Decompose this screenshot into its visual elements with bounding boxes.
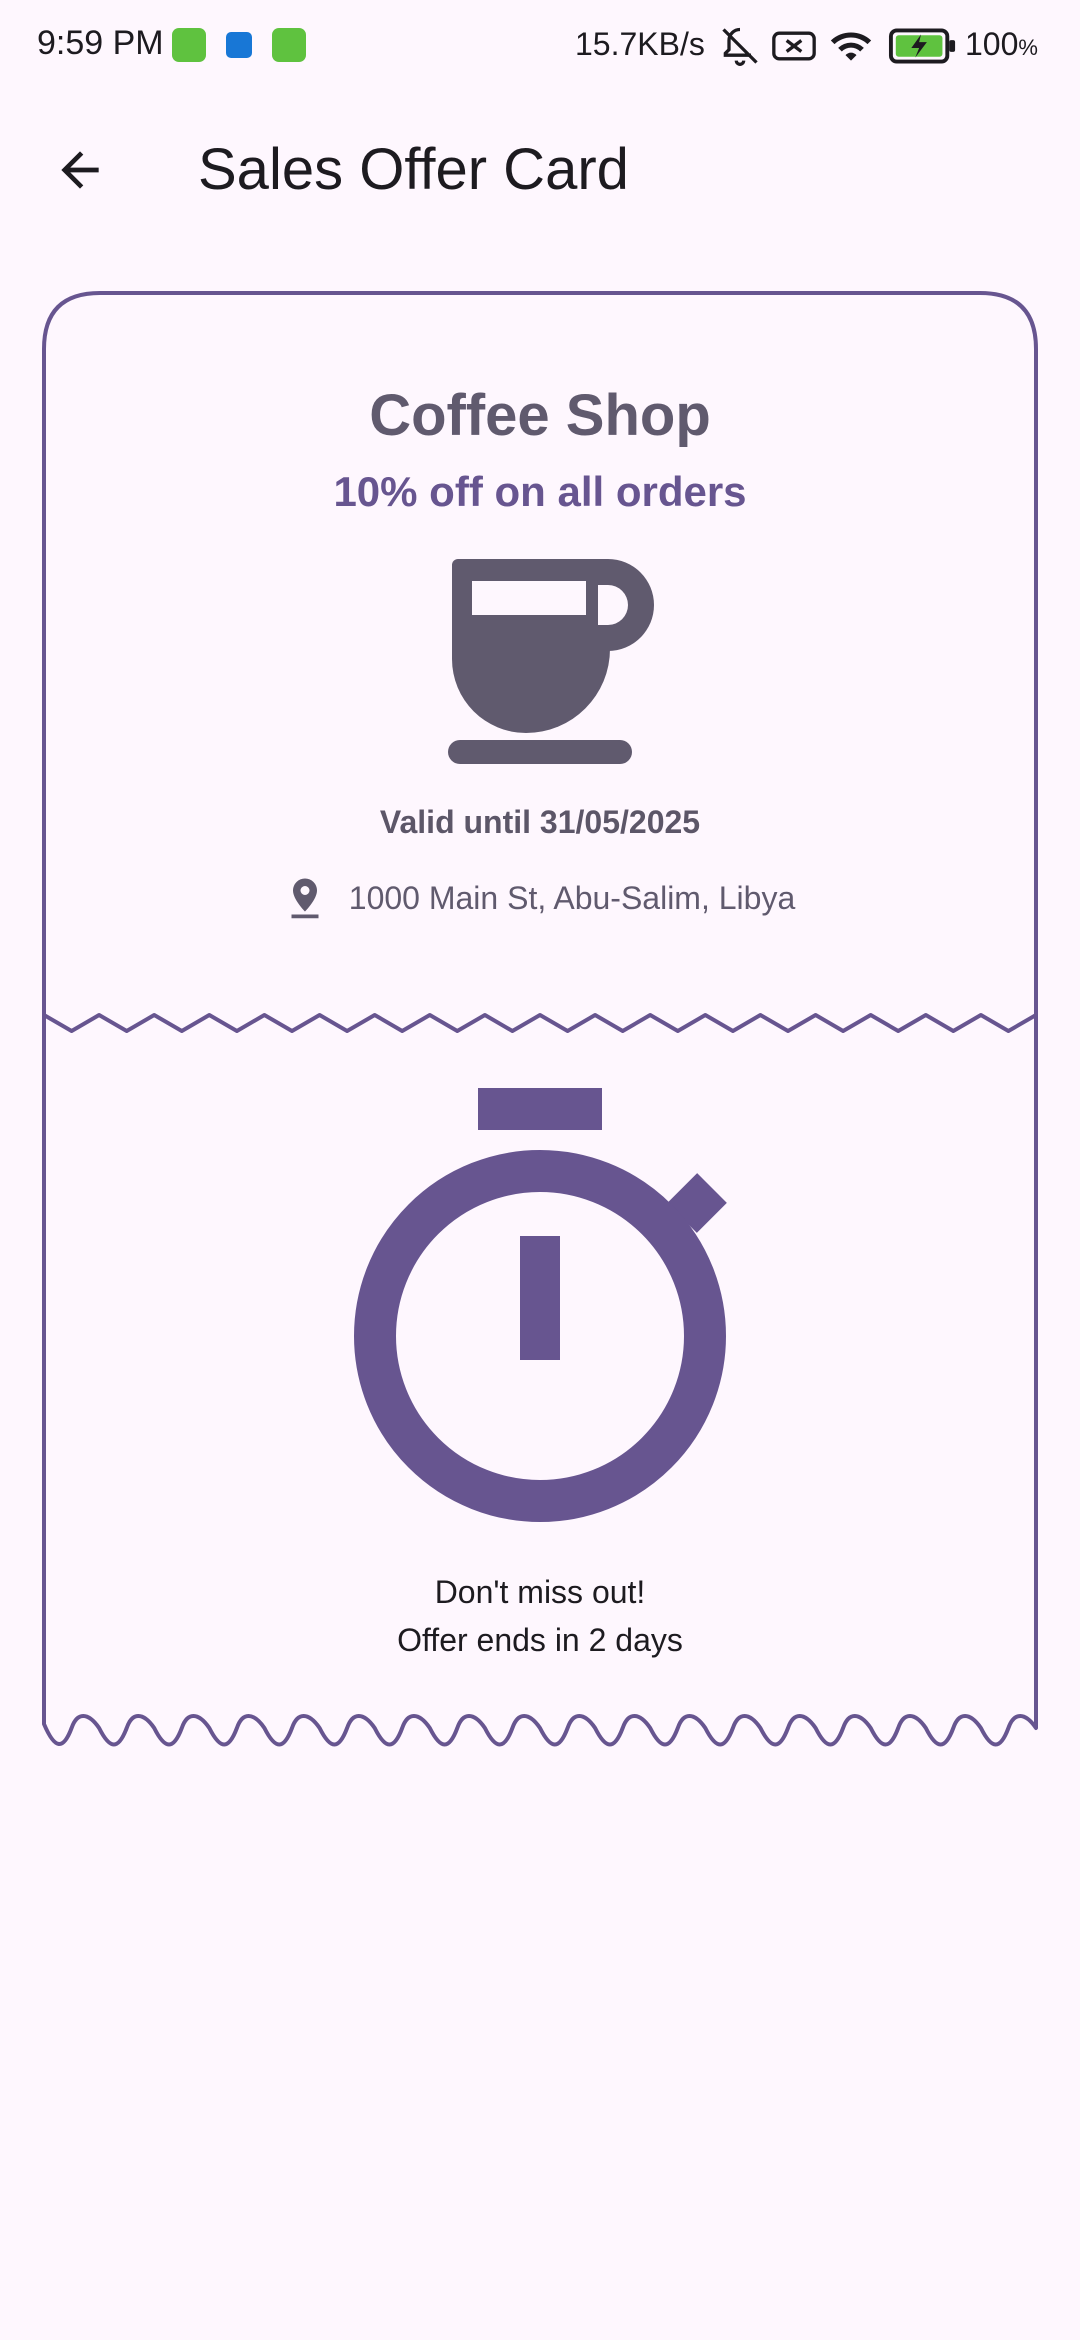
wifi-icon [830, 32, 872, 61]
cat-app-icon [272, 28, 306, 62]
stopwatch-icon [354, 1088, 727, 1522]
address-row: 1000 Main St, Abu-Salim, Libya [0, 876, 1080, 920]
urgency-line-2: Offer ends in 2 days [397, 1622, 683, 1658]
location-pin-icon [285, 876, 325, 920]
network-speed: 15.7KB/s [575, 26, 705, 62]
outlook-icon [226, 32, 252, 58]
back-button[interactable] [40, 130, 120, 210]
address-text: 1000 Main St, Abu-Salim, Libya [348, 879, 796, 916]
shop-name: Coffee Shop [369, 383, 711, 448]
status-time: 9:59 PM [37, 24, 164, 62]
battery-level: 100% [965, 26, 1038, 62]
coffee-cup-icon [448, 559, 654, 764]
cat-app-icon [172, 28, 206, 62]
valid-until-text: Valid until 31/05/2025 [379, 804, 701, 840]
app-bar: Sales Offer Card [0, 100, 1080, 240]
offer-text: 10% off on all orders [333, 468, 747, 515]
sim-x-icon [772, 31, 816, 61]
urgency-message: Don't miss out! Offer ends in 2 days [0, 1568, 1080, 1664]
urgency-line-1: Don't miss out! [434, 1574, 646, 1610]
bell-off-icon [722, 27, 758, 66]
page-title: Sales Offer Card [198, 137, 629, 202]
battery-charging-icon [888, 28, 956, 64]
arrow-back-icon [61, 151, 99, 189]
status-bar: 9:59 PM 15.7KB/s 100% [0, 0, 1080, 90]
